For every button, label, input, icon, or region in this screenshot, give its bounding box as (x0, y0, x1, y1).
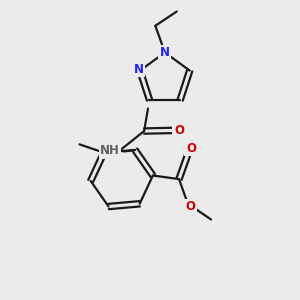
Text: N: N (160, 46, 170, 59)
Text: N: N (134, 63, 143, 76)
Text: O: O (185, 200, 195, 213)
Text: NH: NH (100, 144, 120, 158)
Text: O: O (186, 142, 196, 155)
Text: O: O (174, 124, 184, 137)
